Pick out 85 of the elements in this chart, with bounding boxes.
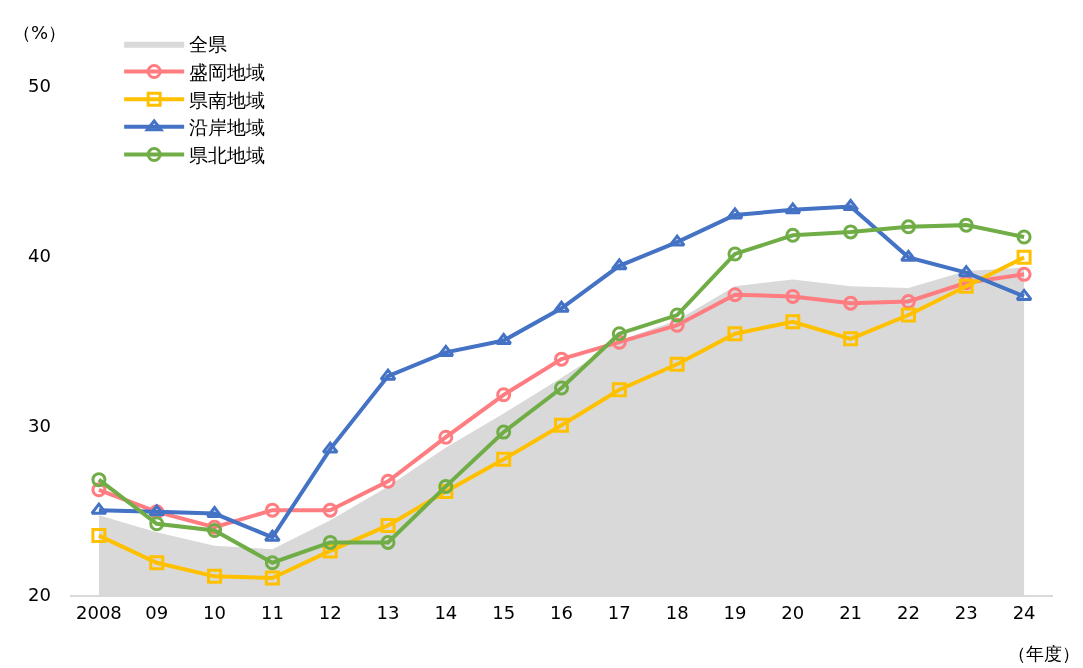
point bbox=[496, 387, 512, 403]
point bbox=[958, 217, 974, 233]
y-tick-label: 30 bbox=[28, 414, 51, 436]
point bbox=[727, 246, 743, 262]
x-tick-label: 09 bbox=[145, 601, 169, 623]
point bbox=[611, 326, 627, 342]
point bbox=[1016, 229, 1032, 245]
point bbox=[438, 429, 454, 445]
point bbox=[264, 555, 280, 571]
point bbox=[727, 326, 743, 342]
point bbox=[843, 224, 859, 240]
x-tick-label: 12 bbox=[318, 601, 342, 623]
point bbox=[784, 202, 802, 215]
point bbox=[554, 351, 569, 367]
x-tick-label: 2008 bbox=[76, 601, 122, 623]
x-tick-label: 14 bbox=[434, 601, 458, 623]
point bbox=[149, 516, 165, 532]
x-axis-title: （年度） bbox=[1008, 643, 1080, 664]
point bbox=[321, 441, 339, 454]
x-tick-label: 16 bbox=[550, 601, 573, 623]
x-tick-label: 13 bbox=[376, 601, 400, 623]
point bbox=[726, 207, 744, 220]
x-tick-label: 22 bbox=[896, 601, 920, 623]
point bbox=[496, 451, 512, 467]
x-tick-label: 18 bbox=[665, 601, 689, 623]
point bbox=[785, 227, 801, 243]
point bbox=[900, 307, 916, 323]
x-tick-label: 15 bbox=[492, 601, 516, 623]
point bbox=[785, 288, 801, 304]
point bbox=[843, 331, 859, 347]
x-tick-label: 24 bbox=[1012, 601, 1036, 623]
point bbox=[438, 478, 454, 494]
point bbox=[380, 517, 396, 533]
point bbox=[1016, 249, 1032, 265]
point bbox=[785, 314, 801, 330]
legend-label: 全県 bbox=[189, 33, 228, 56]
point bbox=[207, 568, 223, 584]
x-tick-label: 21 bbox=[839, 601, 863, 623]
point bbox=[437, 344, 455, 357]
point bbox=[207, 523, 223, 539]
legend-label: 盛岡地域 bbox=[189, 60, 266, 83]
point bbox=[206, 506, 223, 519]
y-axis-title: （%） bbox=[13, 22, 67, 43]
x-tick-label: 17 bbox=[607, 601, 631, 623]
point bbox=[900, 249, 917, 262]
point bbox=[554, 417, 569, 433]
point bbox=[496, 424, 512, 440]
legend-label: 沿岸地域 bbox=[189, 116, 266, 139]
point bbox=[554, 380, 569, 396]
legend-label: 県南地域 bbox=[189, 88, 266, 111]
point bbox=[322, 534, 338, 550]
point bbox=[900, 293, 916, 309]
x-tick-label: 20 bbox=[781, 601, 805, 623]
point bbox=[91, 528, 107, 544]
point bbox=[90, 502, 108, 515]
point bbox=[668, 234, 686, 247]
point bbox=[264, 570, 280, 586]
point bbox=[380, 473, 396, 489]
point bbox=[1016, 266, 1032, 282]
point bbox=[900, 219, 916, 235]
point bbox=[91, 472, 107, 488]
point bbox=[957, 265, 975, 278]
point bbox=[842, 198, 860, 211]
point bbox=[669, 356, 685, 372]
x-tick-label: 10 bbox=[203, 601, 227, 623]
point bbox=[149, 555, 165, 571]
point bbox=[264, 502, 280, 518]
point bbox=[611, 382, 627, 398]
point bbox=[669, 307, 685, 323]
y-tick-label: 20 bbox=[28, 584, 51, 606]
point bbox=[1015, 288, 1033, 301]
x-tick-label: 11 bbox=[260, 601, 284, 623]
x-tick-label: 19 bbox=[723, 601, 747, 623]
point bbox=[727, 287, 743, 303]
point bbox=[610, 258, 628, 271]
x-tick-label: 23 bbox=[954, 601, 978, 623]
y-tick-label: 40 bbox=[28, 244, 51, 266]
y-tick-label: 50 bbox=[28, 75, 51, 97]
legend-label: 県北地域 bbox=[189, 143, 266, 166]
point bbox=[553, 300, 570, 313]
point bbox=[843, 295, 859, 311]
point bbox=[263, 529, 281, 542]
point bbox=[379, 368, 397, 381]
point bbox=[380, 534, 396, 550]
point bbox=[322, 502, 338, 518]
